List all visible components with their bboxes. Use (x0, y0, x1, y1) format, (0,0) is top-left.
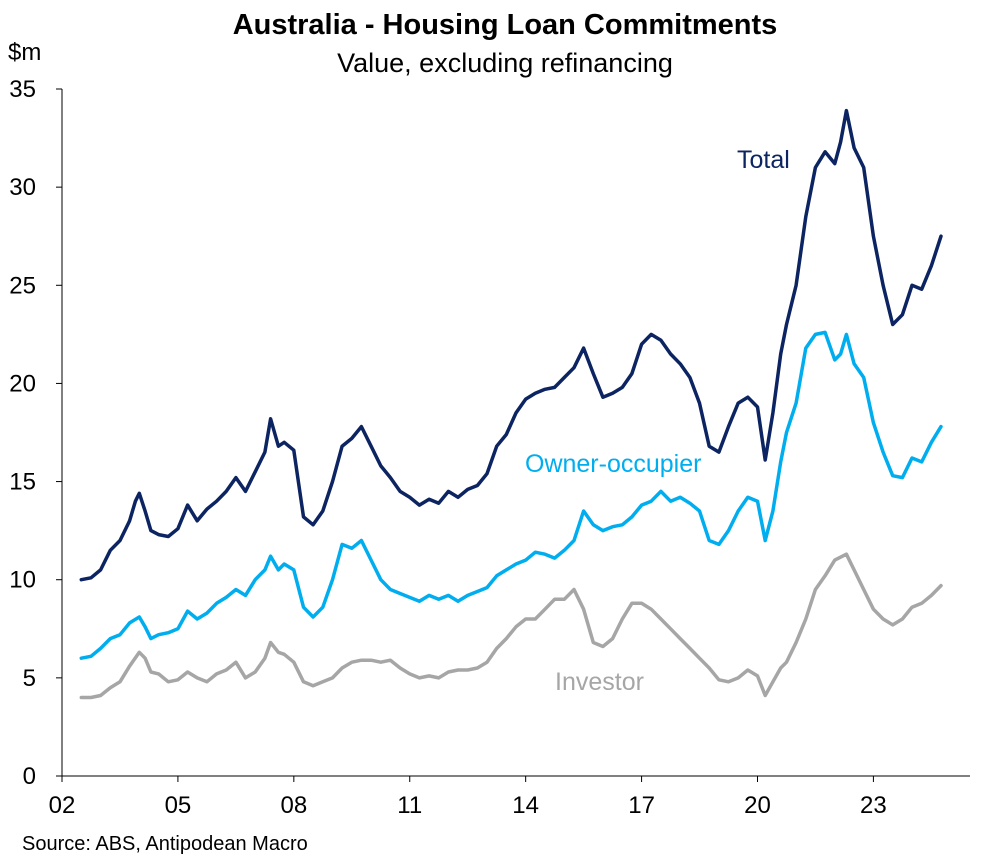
series-label-owner-occupier: Owner-occupier (525, 450, 701, 478)
y-tick-label: 0 (23, 763, 36, 790)
axes (61, 89, 970, 777)
series-label-investor: Investor (555, 668, 644, 696)
x-tick-label: 11 (397, 792, 422, 819)
x-tick-label: 17 (628, 792, 655, 819)
y-tick-label: 35 (9, 76, 36, 103)
x-axis-ticks: 02 05 08 11 14 17 20 23 (49, 776, 887, 819)
series-lines (79, 108, 943, 700)
series-line-investor (79, 552, 943, 700)
x-tick-label: 08 (280, 792, 307, 819)
y-tick-label: 5 (23, 665, 36, 692)
chart-subtitle: Value, excluding refinancing (337, 48, 673, 78)
y-tick-label: 25 (9, 272, 36, 299)
y-axis-ticks: 0 5 10 15 20 25 30 35 (9, 76, 62, 790)
y-tick-label: 20 (9, 370, 36, 397)
series-line-total (79, 108, 943, 582)
x-tick-label: 02 (49, 792, 76, 819)
x-tick-label: 14 (512, 792, 539, 819)
series-label-total: Total (737, 146, 790, 174)
x-tick-label: 20 (744, 792, 771, 819)
y-tick-label: 15 (9, 469, 36, 496)
y-axis-unit: $m (8, 39, 41, 66)
chart-title: Australia - Housing Loan Commitments (233, 9, 778, 41)
x-tick-label: 05 (165, 792, 192, 819)
series-line-owner-occupier (79, 330, 943, 660)
source-note: Source: ABS, Antipodean Macro (22, 833, 308, 855)
y-tick-label: 10 (9, 567, 36, 594)
x-tick-label: 23 (860, 792, 887, 819)
y-tick-label: 30 (9, 174, 36, 201)
